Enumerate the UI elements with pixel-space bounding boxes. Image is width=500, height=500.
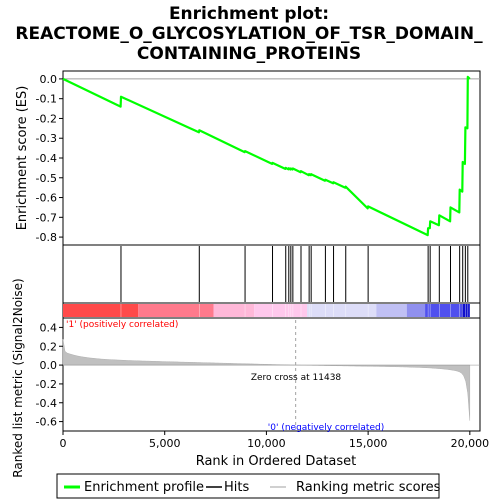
es-tick-label-2: -0.2: [36, 112, 57, 125]
metric-tick-label-3: -0.2: [36, 378, 57, 391]
es-panel: [62, 75, 480, 237]
metric-tick-label-5: -0.6: [36, 416, 57, 429]
x-axis-label: Rank in Ordered Dataset: [196, 454, 357, 469]
rank-bar-segment-7: [425, 304, 462, 317]
rank-bar-segment-4: [307, 304, 377, 317]
es-tick-label-3: -0.3: [36, 132, 57, 145]
es-tick-label-1: -0.1: [36, 93, 57, 106]
hits-panel: [120, 246, 469, 302]
rank-bar-segment-1: [138, 304, 214, 317]
hits-panel-frame: [62, 244, 481, 304]
metric-tick-label-4: -0.4: [36, 397, 57, 410]
x-tick-label-0: 0: [60, 437, 67, 450]
es-tick-label-4: -0.4: [36, 152, 57, 165]
rank-bar-segment-2: [213, 304, 255, 317]
ranking-metric-area: [62, 339, 471, 421]
legend-hits-label: Hits: [224, 480, 249, 495]
rank-color-bar: [63, 304, 470, 317]
legend-metric-label: Ranking metric scores: [296, 480, 441, 495]
metric-panel: [62, 320, 480, 429]
x-tick-label-2: 10,000: [247, 437, 286, 450]
axes: 0 5,000 10,000 15,000 20,000 0.0 -0.1 -0.2 -0.3 -…: [36, 73, 490, 450]
es-tick-label-0: 0.0: [40, 73, 58, 86]
x-tick-label-1: 5,000: [149, 437, 181, 450]
rank-bar-segment-0: [63, 304, 139, 317]
metric-tick-label-0: 0.4: [40, 321, 58, 334]
metric-tick-label-2: 0.0: [40, 359, 58, 372]
rank-bar-segment-3: [254, 304, 308, 317]
es-tick-label-6: -0.6: [36, 192, 57, 205]
x-tick-label-3: 15,000: [349, 437, 388, 450]
title-line-2: REACTOME_O_GLYCOSYLATION_OF_TSR_DOMAIN_: [15, 24, 483, 44]
x-tick-label-4: 20,000: [451, 437, 490, 450]
es-y-axis-label: Enrichment score (ES): [15, 86, 30, 231]
metric-tick-label-1: 0.2: [40, 340, 58, 353]
legend-profile-label: Enrichment profile: [84, 480, 204, 495]
es-tick-label-7: -0.7: [36, 211, 57, 224]
positive-correlation-label: '1' (positively correlated): [66, 320, 178, 330]
legend-box: [56, 473, 440, 499]
rank-bar-segment-6: [406, 304, 426, 317]
metric-y-axis-label: Ranked list metric (Signal2Noise): [11, 278, 25, 477]
es-tick-label-8: -0.8: [36, 231, 57, 244]
enrichment-profile-line: [62, 75, 471, 237]
zero-cross-label: Zero cross at 11438: [251, 373, 342, 383]
metric-panel-frame: [62, 317, 481, 432]
rank-bar-segment-5: [376, 304, 407, 317]
es-tick-label-5: -0.5: [36, 172, 57, 185]
rank-bar-segment-8: [461, 304, 470, 317]
title-line-1: Enrichment plot:: [169, 4, 329, 24]
title-line-3: CONTAINING_PROTEINS: [137, 44, 361, 64]
negative-correlation-label: '0' (negatively correlated): [268, 423, 384, 433]
es-panel-frame: [62, 70, 481, 246]
